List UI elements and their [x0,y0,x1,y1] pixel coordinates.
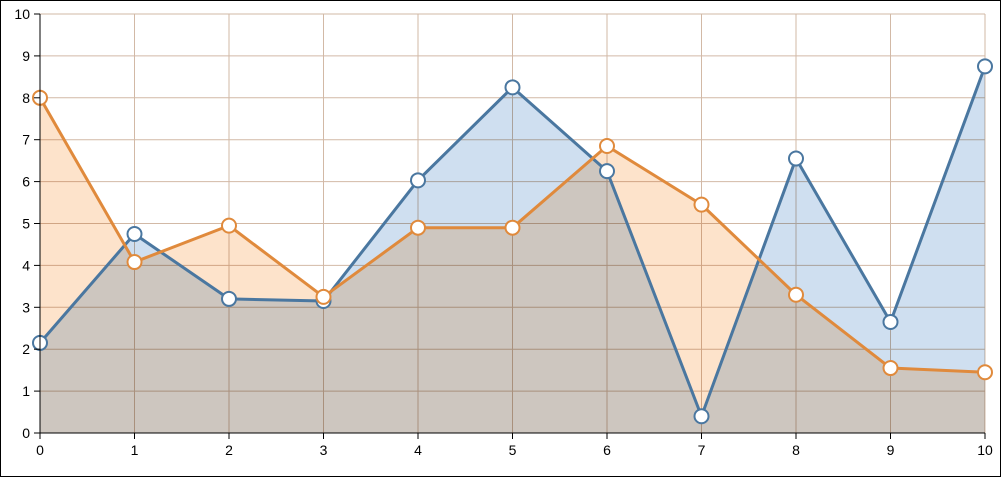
x-tick-label-2: 2 [225,442,233,458]
y-tick-label-3: 3 [22,299,30,315]
series-2-point-6 [599,137,615,154]
y-tick-label-2: 2 [22,341,30,357]
y-tick-label-1: 1 [22,383,30,399]
x-tick-label-10: 10 [977,442,993,458]
x-tick-label-5: 5 [509,442,517,458]
series-1-point-6 [599,163,615,180]
y-tick-label-5: 5 [22,216,30,232]
series-2-point-2 [221,217,237,234]
x-tick-label-0: 0 [36,442,44,458]
series-1-point-10 [977,58,993,75]
y-tick-label-10: 10 [14,6,30,22]
series-1-point-7 [693,408,710,425]
area-layer [40,66,985,434]
series-2-point-3 [315,288,332,305]
y-tick-label-7: 7 [22,132,30,148]
series-1-point-9 [882,313,899,330]
x-tick-label-1: 1 [131,442,139,458]
series-1-point-2 [221,290,237,307]
series-2-point-10 [977,364,993,381]
y-tick-label-6: 6 [22,174,30,190]
y-tick-label-4: 4 [22,257,30,273]
y-tick-label-8: 8 [22,90,30,106]
series-2-point-8 [788,286,804,303]
y-tick-label-0: 0 [22,425,30,441]
x-tick-label-6: 6 [603,442,611,458]
x-tick-label-3: 3 [320,442,328,458]
y-tick-label-9: 9 [22,48,30,64]
series-2-point-9 [882,360,899,377]
series-2-area [40,97,985,434]
series-2-point-7 [693,196,710,213]
x-tick-label-9: 9 [887,442,895,458]
x-tick-label-7: 7 [698,442,706,458]
x-tick-label-8: 8 [792,442,800,458]
axis-layer: 0 1 2 3 4 5 6 7 8 9 10 0 1 2 3 4 5 6 7 8 9 10 [14,6,993,458]
series-2-point-5 [504,219,521,236]
marker-layer [32,58,993,425]
series-1-point-8 [788,150,804,167]
series-1-point-1 [126,225,143,242]
series-2-point-1 [126,254,143,271]
series-1-point-4 [410,172,426,189]
series-1-point-5 [504,79,521,96]
x-tick-label-4: 4 [414,442,422,458]
series-2-point-4 [410,219,426,236]
